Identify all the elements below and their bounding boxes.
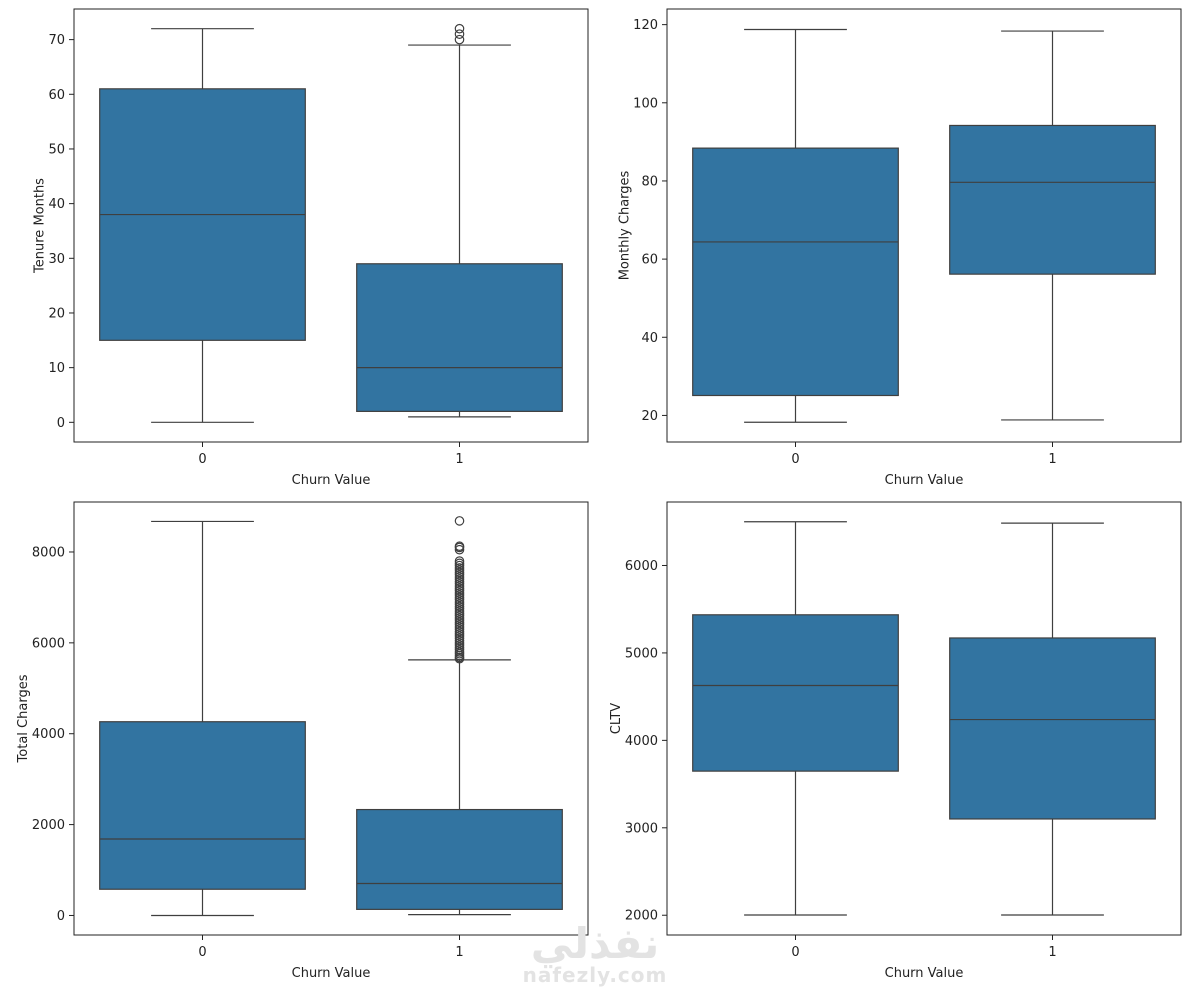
box-4-1 (949, 522, 1156, 916)
box-2-0 (692, 28, 899, 423)
ytick-label: 6000 (32, 636, 65, 651)
ytick-label: 40 (48, 197, 65, 212)
iqr-box (949, 124, 1156, 275)
ytick-label: 80 (641, 174, 658, 189)
ytick-label: 10 (48, 361, 65, 376)
iqr-box (692, 614, 899, 772)
y-axis-label: Monthly Charges (617, 170, 632, 280)
xtick-label: 1 (1048, 452, 1056, 467)
ytick-label: 0 (57, 416, 65, 431)
outlier-point (454, 541, 465, 552)
outlier-point (454, 34, 465, 45)
outlier-point (454, 29, 465, 39)
ytick-label: 60 (641, 253, 658, 268)
x-axis-label: Churn Value (885, 473, 964, 488)
box-3-0 (99, 520, 306, 917)
iqr-box (692, 147, 899, 397)
ytick-label: 40 (641, 331, 658, 346)
axes-frame-1 (73, 8, 589, 443)
x-axis-label: Churn Value (292, 966, 371, 981)
box-1-1 (356, 23, 563, 418)
axes-frame-3 (73, 501, 589, 936)
ytick-label: 4000 (32, 727, 65, 742)
watermark-arabic: نفذلي (531, 919, 660, 969)
ytick-label: 70 (48, 33, 65, 48)
axes-frame-4 (666, 501, 1182, 936)
box-2-1 (949, 30, 1156, 421)
iqr-box (356, 263, 563, 412)
ytick-label: 6000 (625, 559, 658, 574)
ytick-label: 60 (48, 88, 65, 103)
y-axis-label: Total Charges (16, 674, 31, 763)
ytick-label: 5000 (625, 646, 658, 661)
ytick-label: 8000 (32, 545, 65, 560)
xtick-label: 1 (1048, 945, 1056, 960)
xtick-label: 0 (198, 945, 206, 960)
y-axis-label: CLTV (609, 703, 624, 734)
x-axis-label: Churn Value (292, 473, 371, 488)
axes-frame-2 (666, 8, 1182, 443)
xtick-label: 1 (455, 945, 463, 960)
ytick-label: 4000 (625, 734, 658, 749)
xtick-label: 1 (455, 452, 463, 467)
subplot-4: 2000 3000 4000 5000 6000 0 1 Churn Value CLTV (609, 501, 1182, 981)
ytick-label: 2000 (32, 818, 65, 833)
box-3-1 (356, 516, 563, 916)
xtick-label: 0 (791, 452, 799, 467)
ytick-label: 20 (48, 306, 65, 321)
ytick-label: 30 (48, 252, 65, 267)
x-axis-label: Churn Value (885, 966, 964, 981)
ytick-label: 100 (633, 96, 658, 111)
outlier-point (454, 516, 465, 526)
iqr-box (356, 808, 563, 910)
ytick-label: 2000 (625, 909, 658, 924)
iqr-box (99, 721, 306, 890)
ytick-label: 3000 (625, 821, 658, 836)
subplot-1: 0 10 20 30 40 50 60 70 0 1 Churn Value Tenure Month… (33, 8, 589, 488)
subplot-3: 0 2000 4000 6000 8000 0 1 Churn Value Total Char… (16, 501, 589, 981)
iqr-box (949, 637, 1156, 820)
ytick-label: 0 (57, 909, 65, 924)
outlier-point (454, 23, 465, 34)
y-axis-label: Tenure Months (33, 178, 48, 274)
box-4-0 (692, 521, 899, 916)
outlier-point (454, 556, 465, 566)
ytick-label: 20 (641, 409, 658, 424)
xtick-label: 0 (198, 452, 206, 467)
ytick-label: 120 (633, 18, 658, 33)
ytick-label: 50 (48, 142, 65, 157)
subplot-2: 20 40 60 80 100 120 0 1 Churn Value Monthly Charg… (617, 8, 1182, 488)
watermark: نفذلي nafezly.com (523, 919, 668, 987)
box-1-0 (99, 28, 306, 423)
xtick-label: 0 (791, 945, 799, 960)
watermark-latin: nafezly.com (523, 963, 668, 987)
